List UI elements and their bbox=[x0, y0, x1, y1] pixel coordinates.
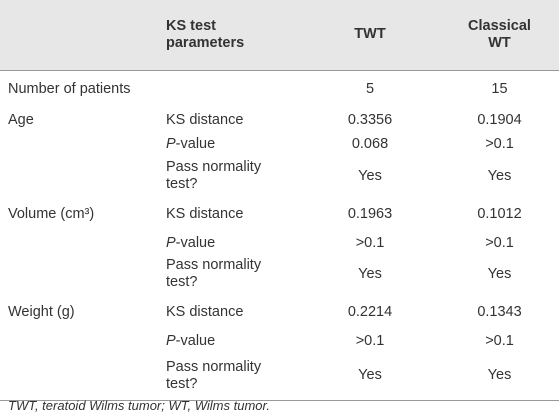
footnote: TWT, teratoid Wilms tumor; WT, Wilms tum… bbox=[8, 398, 270, 413]
cell-value: 0.1904 bbox=[477, 111, 522, 128]
table-row: Volume (cm³) KS distance 0.1963 0.1012 bbox=[0, 196, 559, 232]
header-row: KS test parameters TWT Classical WT bbox=[0, 0, 559, 71]
header-text: KS test parameters bbox=[166, 17, 245, 51]
param-cell: Pass normality test? bbox=[160, 156, 300, 196]
cell bbox=[160, 70, 300, 108]
param-name: P-value bbox=[166, 234, 216, 251]
param-name: P-value bbox=[166, 135, 216, 152]
param-cell: KS distance bbox=[160, 108, 300, 132]
table-header: KS test parameters TWT Classical WT bbox=[0, 0, 559, 71]
cell-value: Yes bbox=[358, 167, 382, 184]
param-cell: P-value bbox=[160, 132, 300, 156]
cell-value: >0.1 bbox=[355, 234, 385, 251]
cell-value: Yes bbox=[358, 367, 382, 384]
param-name: KS distance bbox=[166, 205, 244, 222]
cell-value: 0.3356 bbox=[347, 111, 393, 128]
cell-value: 5 bbox=[365, 80, 375, 97]
header-cell: Classical WT bbox=[440, 0, 559, 71]
param-cell: P-value bbox=[160, 330, 300, 352]
param-name: Pass normality test? bbox=[166, 159, 262, 192]
param-name: KS distance bbox=[166, 111, 244, 128]
cell-value: 0.1012 bbox=[477, 205, 522, 222]
row-label: Age bbox=[8, 111, 34, 128]
table-row: Age KS distance 0.3356 0.1904 bbox=[0, 108, 559, 132]
cell-value: Yes bbox=[358, 265, 382, 282]
cell-value: Yes bbox=[487, 167, 512, 184]
param-cell: P-value bbox=[160, 232, 300, 254]
header-cell: KS test parameters bbox=[160, 0, 300, 71]
cell-value: 0.068 bbox=[351, 135, 389, 152]
cell-value: 15 bbox=[491, 80, 508, 97]
param-name: P-value bbox=[166, 332, 216, 349]
results-table: KS test parameters TWT Classical WT Numb… bbox=[0, 0, 559, 400]
table-row: Pass normality test? Yes Yes bbox=[0, 156, 559, 196]
param-cell: KS distance bbox=[160, 294, 300, 330]
table-row: P-value >0.1 >0.1 bbox=[0, 330, 559, 352]
cell-value: Yes bbox=[487, 367, 512, 384]
cell-value: Yes bbox=[487, 265, 512, 282]
cell bbox=[0, 330, 160, 352]
cell-value: >0.1 bbox=[485, 332, 514, 349]
header-cell bbox=[0, 0, 160, 71]
cell bbox=[0, 232, 160, 254]
row-label: Weight (g) bbox=[8, 303, 75, 320]
cell bbox=[0, 156, 160, 196]
param-name: KS distance bbox=[166, 303, 244, 320]
param-cell: Pass normality test? bbox=[160, 254, 300, 294]
cell-value: 0.2214 bbox=[347, 303, 393, 320]
param-name: Pass normality test? bbox=[166, 257, 262, 290]
cell-value: >0.1 bbox=[485, 234, 514, 251]
param-name: Pass normality test? bbox=[166, 358, 262, 392]
table-row: Weight (g) KS distance 0.2214 0.1343 bbox=[0, 294, 559, 330]
table-row: P-value 0.068 >0.1 bbox=[0, 132, 559, 156]
table-row: Number of patients 5 15 bbox=[0, 70, 559, 108]
header-text: TWT bbox=[354, 26, 386, 43]
table-row: Pass normality test? Yes Yes bbox=[0, 352, 559, 400]
table-row: P-value >0.1 >0.1 bbox=[0, 232, 559, 254]
table-row: Pass normality test? Yes Yes bbox=[0, 254, 559, 294]
cell-value: 0.1963 bbox=[347, 205, 393, 222]
row-label: Number of patients bbox=[8, 80, 131, 97]
header-cell: TWT bbox=[300, 0, 440, 71]
row-label: Volume (cm³) bbox=[8, 205, 95, 222]
header-text: Classical WT bbox=[468, 17, 531, 51]
cell bbox=[0, 254, 160, 294]
cell-value: 0.1343 bbox=[477, 303, 522, 320]
cell-value: >0.1 bbox=[485, 135, 514, 152]
cell bbox=[0, 352, 160, 400]
param-cell: KS distance bbox=[160, 196, 300, 232]
table-body: Number of patients 5 15 Age KS distance 0.335… bbox=[0, 70, 559, 400]
cell bbox=[0, 132, 160, 156]
cell-value: >0.1 bbox=[355, 332, 385, 349]
param-cell: Pass normality test? bbox=[160, 352, 300, 400]
